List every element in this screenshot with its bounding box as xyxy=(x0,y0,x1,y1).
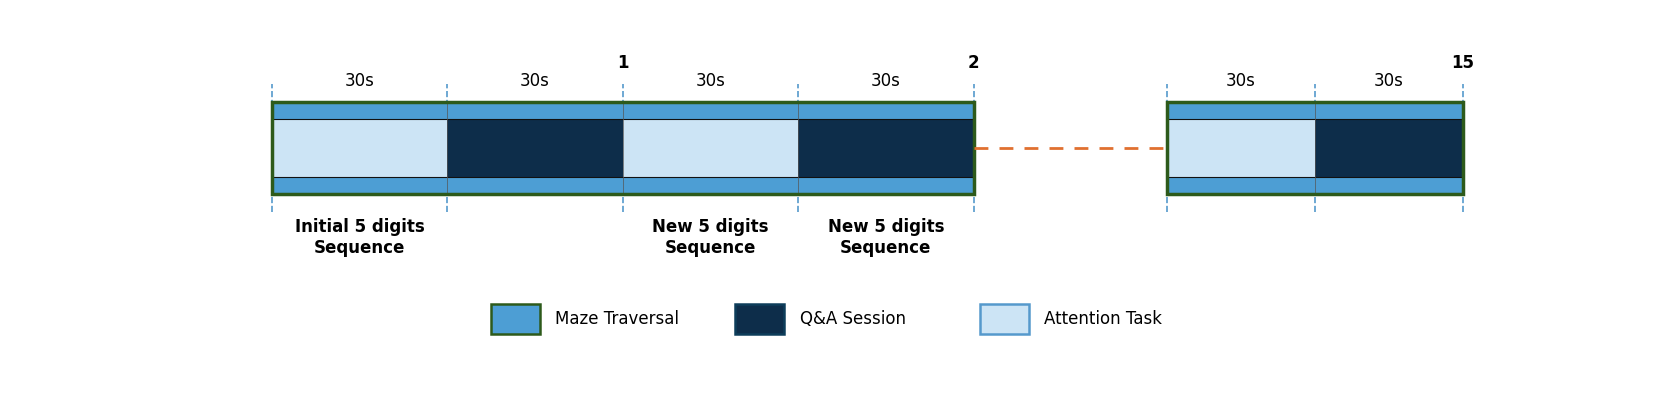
Bar xyxy=(492,304,540,334)
Text: New 5 digits
Sequence: New 5 digits Sequence xyxy=(827,218,943,257)
Bar xyxy=(1316,119,1463,177)
Bar xyxy=(272,119,447,177)
Text: 30s: 30s xyxy=(345,72,375,90)
Text: Attention Task: Attention Task xyxy=(1045,310,1163,328)
Text: New 5 digits
Sequence: New 5 digits Sequence xyxy=(653,218,769,257)
Bar xyxy=(623,119,799,177)
Bar xyxy=(1166,119,1316,177)
Bar xyxy=(447,119,623,177)
Bar xyxy=(1166,103,1463,119)
Text: Initial 5 digits
Sequence: Initial 5 digits Sequence xyxy=(294,218,425,257)
Bar xyxy=(272,103,973,119)
Bar xyxy=(736,304,784,334)
Bar xyxy=(272,177,973,194)
Text: 1: 1 xyxy=(616,54,628,72)
Text: 15: 15 xyxy=(1452,54,1475,72)
Text: 30s: 30s xyxy=(1374,72,1404,90)
Text: 30s: 30s xyxy=(696,72,726,90)
Text: 30s: 30s xyxy=(1226,72,1256,90)
Text: 30s: 30s xyxy=(520,72,550,90)
Bar xyxy=(980,304,1028,334)
Text: 30s: 30s xyxy=(870,72,900,90)
Bar xyxy=(799,119,973,177)
Bar xyxy=(1166,177,1463,194)
Text: 2: 2 xyxy=(968,54,980,72)
Bar xyxy=(272,103,973,194)
Bar xyxy=(1166,103,1463,194)
Text: Q&A Session: Q&A Session xyxy=(801,310,905,328)
Text: Maze Traversal: Maze Traversal xyxy=(555,310,679,328)
